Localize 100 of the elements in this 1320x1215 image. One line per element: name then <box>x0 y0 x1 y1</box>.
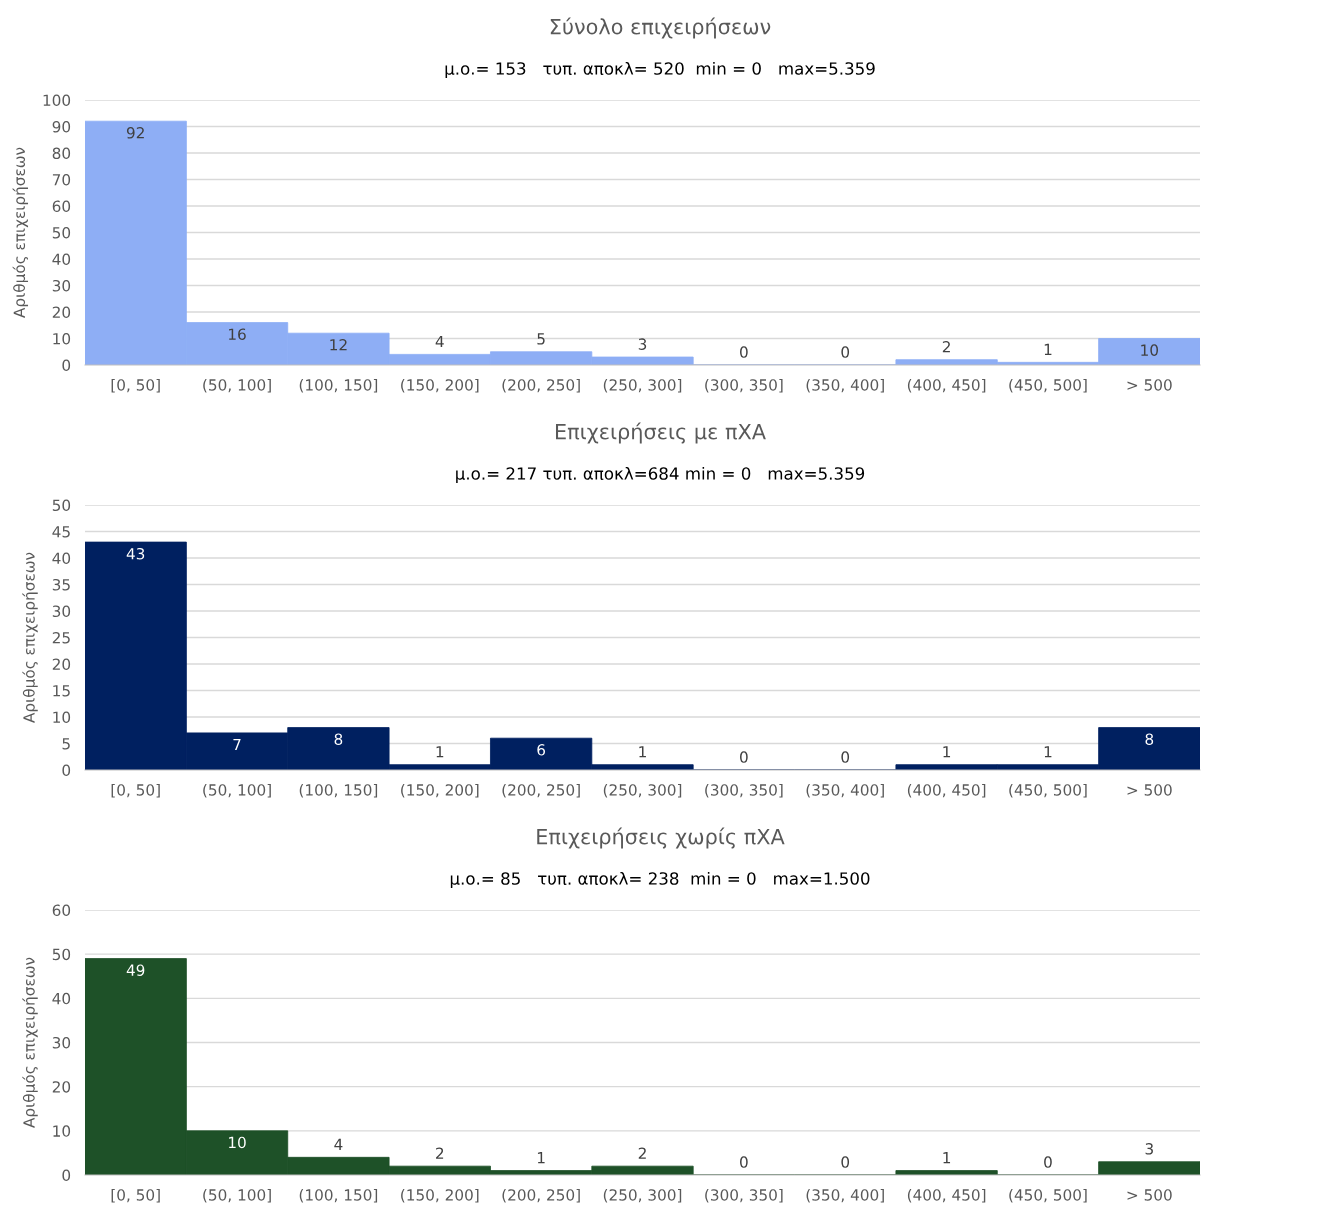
data-label: 3 <box>638 338 647 350</box>
data-label: 1 <box>943 1152 951 1164</box>
chart-subtitle: μ.ο.= 85 τυπ. αποκλ= 238 min = 0 max=1.500 <box>450 871 870 889</box>
y-tick-label: 30 <box>52 279 71 292</box>
chart-title: Σύνολο επιχειρήσεων <box>550 17 771 39</box>
y-tick-label: 5 <box>62 738 70 750</box>
y-tick-label: 35 <box>52 578 70 591</box>
data-label: 92 <box>126 127 144 139</box>
data-label: 8 <box>1145 733 1154 745</box>
data-label: 10 <box>1141 344 1159 356</box>
y-tick-label: 10 <box>53 1125 71 1137</box>
x-tick-label: [0, 50] <box>111 378 160 393</box>
data-label: 1 <box>436 746 444 758</box>
data-label: 49 <box>126 964 145 976</box>
x-tick-label: (450, 500] <box>1009 783 1087 798</box>
x-tick-label: (200, 250] <box>502 1188 580 1203</box>
y-tick-label: 40 <box>52 992 71 1005</box>
y-tick-label: 25 <box>52 631 70 644</box>
x-tick-label: (50, 100] <box>203 1188 271 1203</box>
x-tick-label: (350, 400] <box>806 783 884 798</box>
data-label: 1 <box>1044 746 1052 758</box>
x-tick-label: (50, 100] <box>203 378 271 393</box>
x-tick-label: (400, 450] <box>907 378 986 393</box>
data-label: 0 <box>1044 1156 1052 1168</box>
x-tick-label: (200, 250] <box>502 783 580 798</box>
y-tick-label: 45 <box>52 526 70 538</box>
y-tick-label: 0 <box>62 764 71 777</box>
data-label: 5 <box>537 333 545 345</box>
x-tick-label: (450, 500] <box>1009 1188 1087 1203</box>
data-label: 3 <box>1145 1143 1153 1155</box>
y-tick-label: 50 <box>52 948 71 961</box>
x-tick-label: [0, 50] <box>111 1188 160 1203</box>
y-tick-label: 100 <box>43 94 71 107</box>
data-label: 0 <box>740 1156 748 1168</box>
y-tick-label: 20 <box>52 658 71 671</box>
x-tick-label: [0, 50] <box>111 783 160 798</box>
x-tick-label: (250, 300] <box>603 1188 682 1203</box>
data-label: 1 <box>943 746 951 758</box>
data-label: 1 <box>537 1152 545 1164</box>
y-tick-label: 80 <box>52 147 71 160</box>
y-axis-title: Αριθμός επιχειρήσεων <box>22 552 38 723</box>
x-tick-label: (200, 250] <box>502 378 580 393</box>
data-label: 0 <box>740 346 748 358</box>
x-tick-label: (250, 300] <box>603 378 682 393</box>
chart-title: Επιχειρήσεις με πΧΑ <box>556 422 766 444</box>
x-tick-label: (50, 100] <box>203 783 271 798</box>
chart-subtitle: μ.ο.= 153 τυπ. αποκλ= 520 min = 0 max=5.359 <box>445 61 875 79</box>
y-tick-label: 30 <box>52 1036 71 1049</box>
x-tick-label: (400, 450] <box>907 783 986 798</box>
x-tick-label: > 500 <box>1127 379 1172 391</box>
y-tick-label: 20 <box>52 1081 71 1093</box>
data-label: 0 <box>841 1156 850 1168</box>
chart-title: Επιχειρήσεις χωρίς πΧΑ <box>537 827 785 849</box>
data-label: 1 <box>639 746 646 758</box>
data-label: 10 <box>229 1136 246 1149</box>
data-label: 43 <box>126 547 145 560</box>
y-tick-label: 15 <box>53 685 70 697</box>
y-tick-label: 40 <box>52 253 71 266</box>
data-label: 4 <box>334 1138 343 1150</box>
y-tick-label: 0 <box>62 1169 71 1182</box>
y-tick-label: 10 <box>53 711 71 724</box>
y-tick-label: 50 <box>52 226 71 239</box>
x-tick-label: (350, 400] <box>806 1188 884 1203</box>
x-tick-label: (450, 500] <box>1009 378 1087 393</box>
y-tick-label: 70 <box>52 173 71 186</box>
chart-subtitle: μ.ο.= 217 τυπ. αποκλ=684 min = 0 max=5.359 <box>456 466 865 484</box>
data-label: 0 <box>740 751 748 763</box>
x-tick-label: (100, 150] <box>299 783 378 798</box>
x-tick-label: (400, 450] <box>907 1188 986 1203</box>
y-tick-label: 40 <box>52 552 71 565</box>
data-label: 0 <box>841 346 850 358</box>
x-tick-label: > 500 <box>1127 784 1172 796</box>
x-tick-label: (250, 300] <box>603 783 682 798</box>
x-tick-label: > 500 <box>1127 1189 1172 1201</box>
data-label: 2 <box>436 1147 444 1159</box>
y-tick-label: 60 <box>52 200 71 213</box>
y-tick-label: 30 <box>52 605 71 618</box>
data-label: 2 <box>942 341 950 353</box>
x-tick-label: (100, 150] <box>299 1188 378 1203</box>
x-tick-label: (300, 350] <box>705 378 783 393</box>
data-label: 4 <box>435 335 444 348</box>
x-tick-label: (150, 200] <box>401 1188 479 1203</box>
x-tick-label: (300, 350] <box>705 783 783 798</box>
data-label: 8 <box>334 733 343 745</box>
x-tick-label: (150, 200] <box>401 378 479 393</box>
y-tick-label: 90 <box>52 120 71 133</box>
data-label: 0 <box>841 751 850 763</box>
x-tick-label: (300, 350] <box>705 1188 783 1203</box>
data-label: 7 <box>233 738 241 751</box>
data-label: 12 <box>330 339 347 351</box>
y-tick-label: 50 <box>52 499 71 512</box>
data-label: 6 <box>537 744 546 756</box>
y-tick-label: 60 <box>52 904 71 917</box>
x-tick-label: (350, 400] <box>806 378 884 393</box>
data-label: 2 <box>638 1147 646 1159</box>
y-tick-label: 20 <box>52 306 71 319</box>
y-axis-title: Αριθμός επιχειρήσεων <box>22 957 38 1128</box>
y-axis-title: Αριθμός επιχειρήσεων <box>12 147 29 318</box>
data-label: 16 <box>229 328 246 340</box>
bar <box>1098 1161 1200 1175</box>
